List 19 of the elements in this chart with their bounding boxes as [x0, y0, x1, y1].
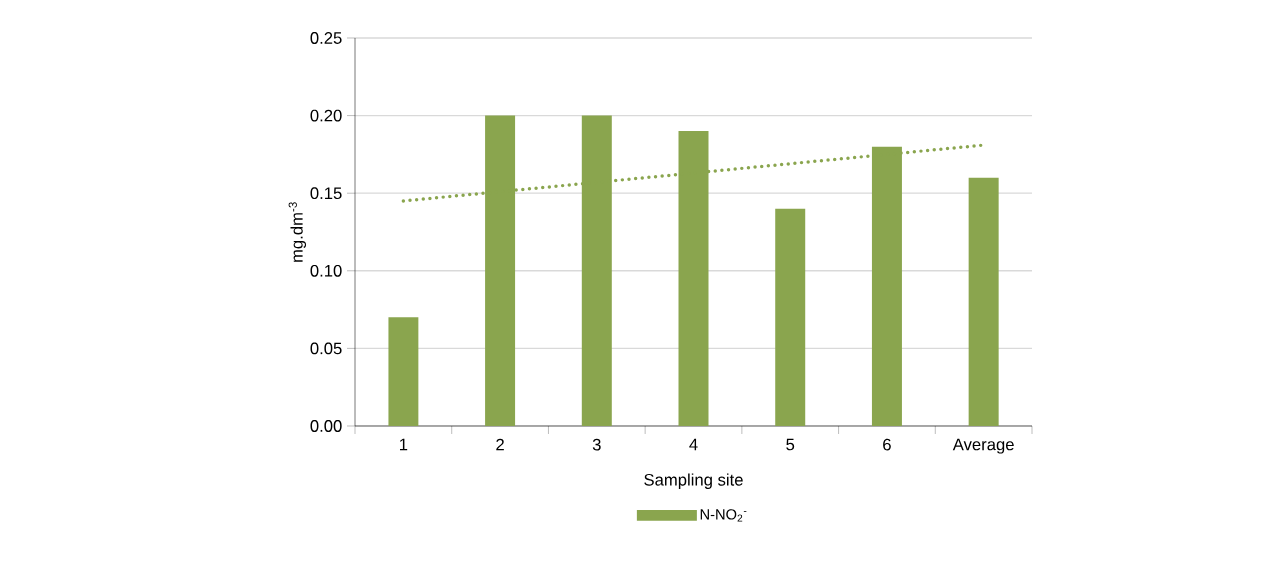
bar — [775, 208, 806, 426]
x-tick-label: 4 — [689, 438, 698, 451]
bar — [968, 177, 999, 426]
y-tick-label: 0.20 — [310, 109, 342, 122]
y-tick-label: 0.00 — [310, 420, 342, 432]
x-axis-title: Sampling site — [644, 473, 743, 489]
y-tick-label: 0.10 — [310, 264, 342, 277]
x-tick-label: 1 — [400, 438, 408, 451]
y-tick-label: 0.15 — [310, 187, 342, 200]
x-tick-label: 5 — [786, 438, 795, 451]
x-tick-label: Average — [952, 438, 1014, 454]
x-tick-label: 3 — [592, 438, 601, 451]
bar — [388, 317, 419, 426]
y-tick-label: 0.25 — [310, 32, 342, 44]
y-tick-label: 0.05 — [310, 342, 342, 355]
x-tick-label: 2 — [496, 438, 504, 451]
legend-label: N-NO$_{2}$- — [700, 509, 747, 522]
x-tick-label: 6 — [883, 438, 891, 451]
y-axis-title: mg.dm$^{-3}$ — [288, 202, 307, 262]
